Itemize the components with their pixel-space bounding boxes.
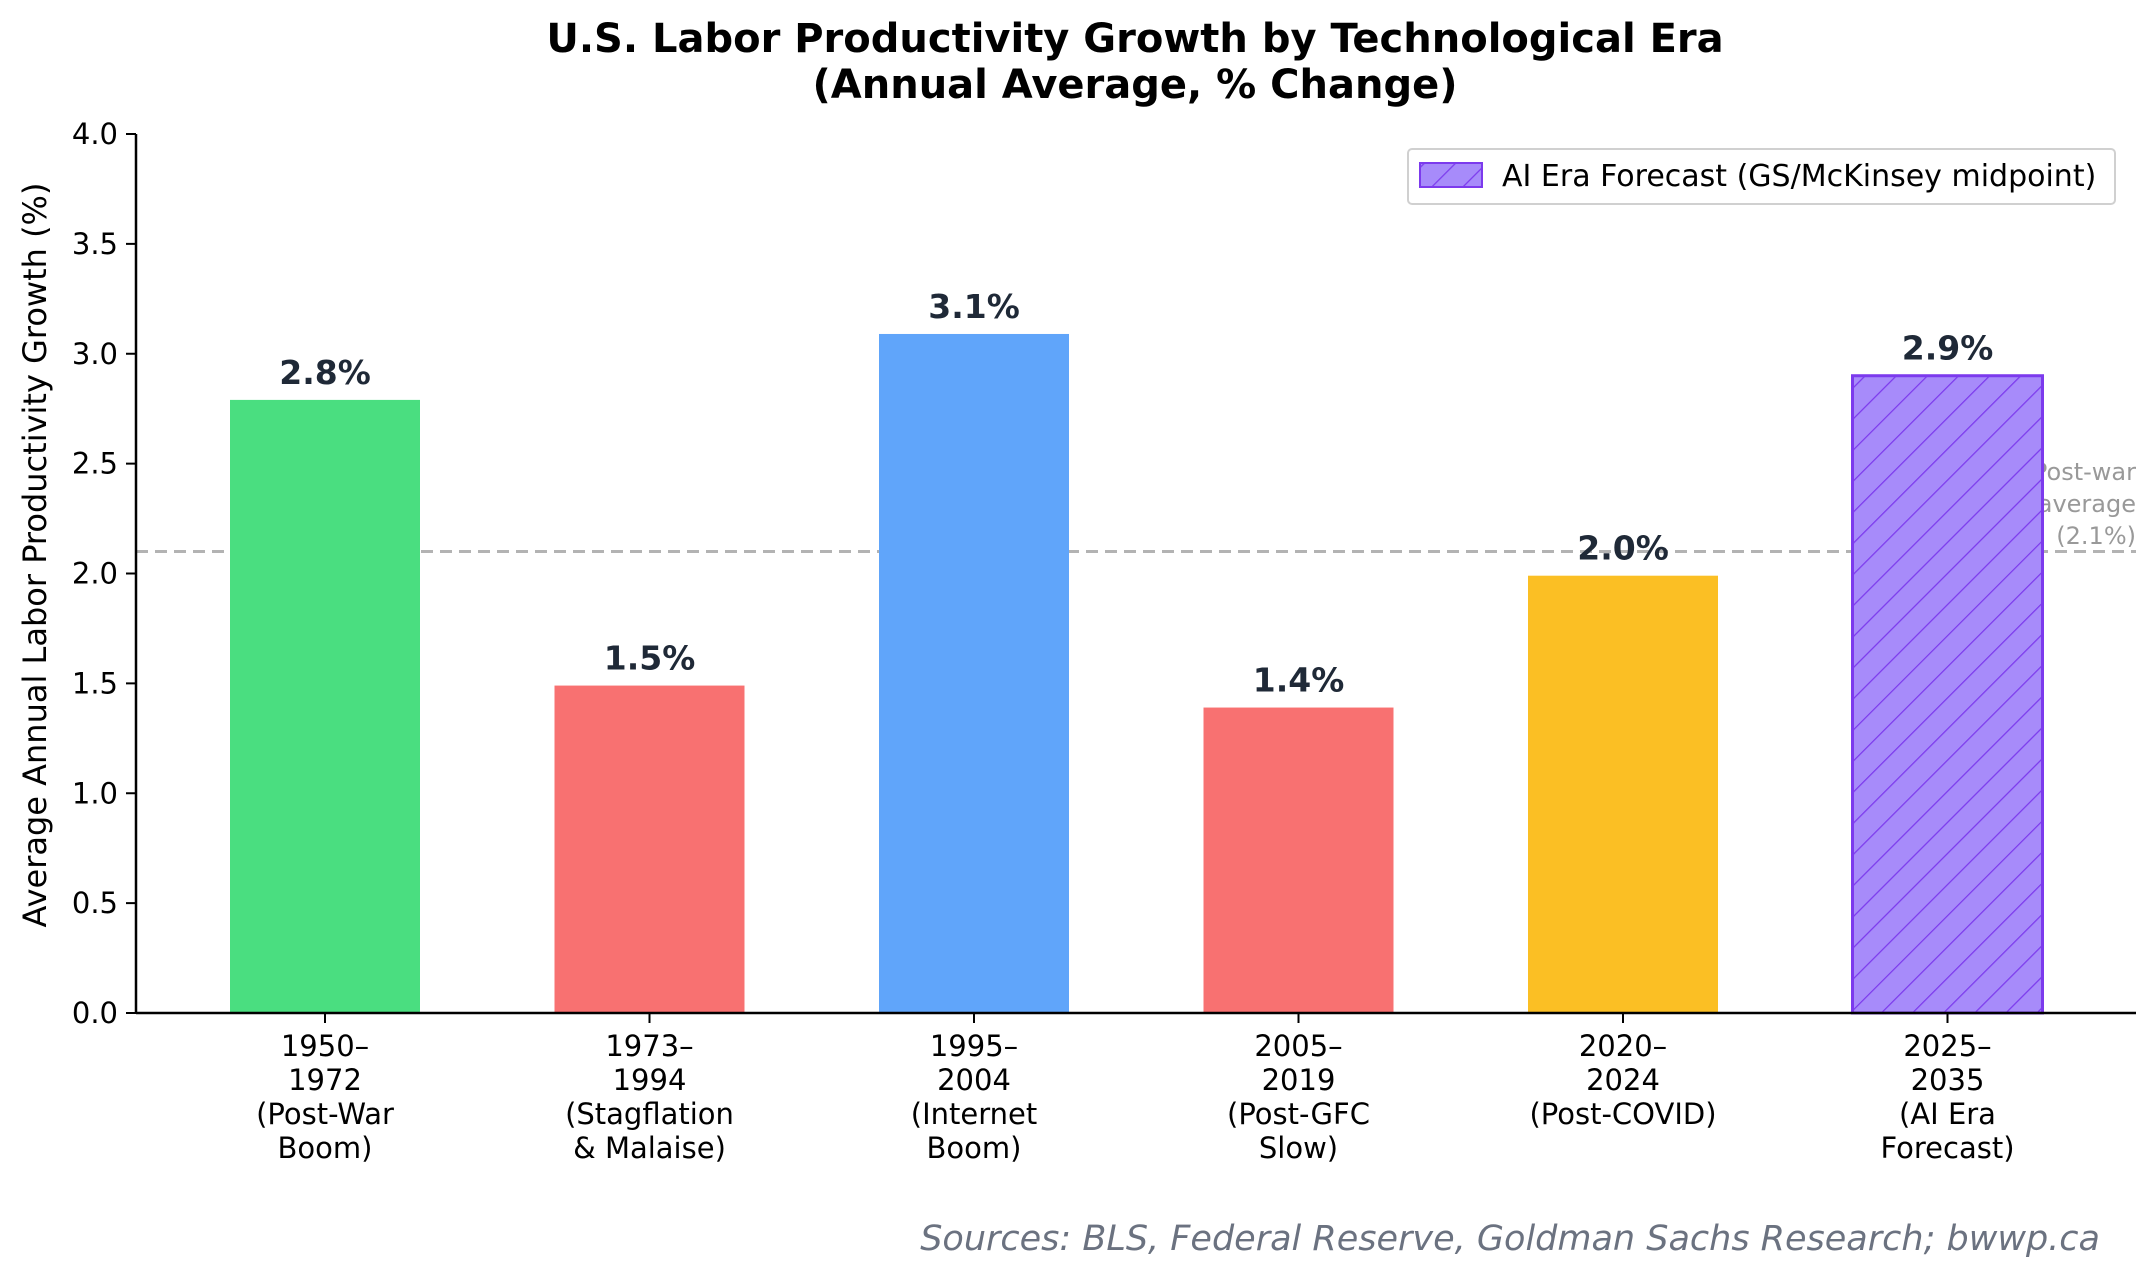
x-tick-label-5-line-1: 2035	[1911, 1063, 1985, 1097]
reference-line-label-0: Post-war	[2033, 458, 2136, 486]
source-note: Sources: BLS, Federal Reserve, Goldman S…	[920, 1219, 2100, 1259]
x-tick-label-5-line-0: 2025–	[1903, 1029, 1991, 1063]
chart-title-line-2: (Annual Average, % Change)	[813, 62, 1458, 108]
bar-3	[1203, 707, 1394, 1013]
x-tick-label-3-line-1: 2019	[1262, 1063, 1336, 1097]
reference-line-label-1: average	[2038, 490, 2136, 518]
x-tick-label-1-line-1: 1994	[613, 1063, 687, 1097]
x-tick-label-1-line-2: (Stagflation	[565, 1097, 734, 1131]
legend-swatch-ai-forecast	[1419, 162, 1483, 188]
y-tick-label-8: 4.0	[72, 117, 118, 151]
y-tick-label-1: 0.5	[72, 886, 118, 920]
x-tick-label-5-line-3: Forecast)	[1880, 1131, 2014, 1165]
x-tick-label-4-line-0: 2020–	[1579, 1029, 1667, 1063]
chart-title-line-1: U.S. Labor Productivity Growth by Techno…	[546, 16, 1723, 62]
bar-2	[879, 333, 1069, 1013]
x-tick-label-3-line-3: Slow)	[1259, 1131, 1338, 1165]
y-tick-label-0: 0.0	[72, 996, 118, 1030]
bar-value-label-4: 2.0%	[1577, 529, 1669, 568]
reference-line-group: Post-war average (2.1%)	[136, 458, 2136, 554]
bar-1	[554, 685, 745, 1013]
y-tick-label-6: 3.0	[72, 337, 118, 371]
x-tick-label-2-line-0: 1995–	[930, 1029, 1018, 1063]
y-tick-label-3: 1.5	[72, 666, 118, 700]
bar-5	[1851, 374, 2044, 1015]
bar-value-label-5: 2.9%	[1902, 329, 1994, 368]
axes-group: 0.0 0.5 1.0 1.5 2.0 2.5 3.0 3.5 4.0	[72, 117, 2136, 1030]
y-tick-label-4: 2.0	[72, 557, 118, 591]
x-tick-label-0-line-1: 1972	[288, 1063, 362, 1097]
x-tick-label-2-line-2: (Internet	[911, 1097, 1037, 1131]
x-tick-label-1-line-3: & Malaise)	[573, 1131, 726, 1165]
x-tick-label-0-line-3: Boom)	[278, 1131, 373, 1165]
bars-group: 2.8% 1.5% 3.1% 1.4% 2.0% 2.9%	[230, 287, 2044, 1015]
y-tick-label-7: 3.5	[72, 227, 118, 261]
y-tick-label-5: 2.5	[72, 447, 118, 481]
bar-value-label-3: 1.4%	[1253, 661, 1345, 700]
x-tick-label-4-line-2: (Post-COVID)	[1529, 1097, 1716, 1131]
x-tick-label-5-line-2: (AI Era	[1899, 1097, 1996, 1131]
x-tick-label-3-line-2: (Post-GFC	[1227, 1097, 1370, 1131]
legend-label-ai-forecast: AI Era Forecast (GS/McKinsey midpoint)	[1502, 159, 2096, 194]
bar-value-label-1: 1.5%	[604, 639, 696, 678]
x-tick-label-3-line-0: 2005–	[1254, 1029, 1342, 1063]
bar-value-label-0: 2.8%	[279, 353, 371, 392]
bar-4	[1528, 575, 1718, 1013]
bar-0	[230, 399, 420, 1014]
y-tick-label-2: 1.0	[72, 776, 118, 810]
x-tick-label-0-line-0: 1950–	[281, 1029, 369, 1063]
bar-value-label-2: 3.1%	[928, 287, 1020, 326]
legend-frame	[1407, 148, 2116, 205]
x-tick-label-2-line-3: Boom)	[927, 1131, 1022, 1165]
x-tick-label-1-line-0: 1973–	[605, 1029, 693, 1063]
x-tick-label-0-line-2: (Post-War	[256, 1097, 394, 1131]
x-tick-labels-group: 1950–1972(Post-WarBoom)1973–1994(Stagfla…	[256, 1013, 2015, 1165]
x-tick-label-2-line-1: 2004	[937, 1063, 1011, 1097]
legend: AI Era Forecast (GS/McKinsey midpoint)	[1407, 148, 2116, 205]
x-tick-label-4-line-1: 2024	[1586, 1063, 1660, 1097]
reference-line-label-2: (2.1%)	[2056, 522, 2136, 550]
y-axis-label: Average Annual Labor Productivity Growth…	[16, 183, 54, 928]
